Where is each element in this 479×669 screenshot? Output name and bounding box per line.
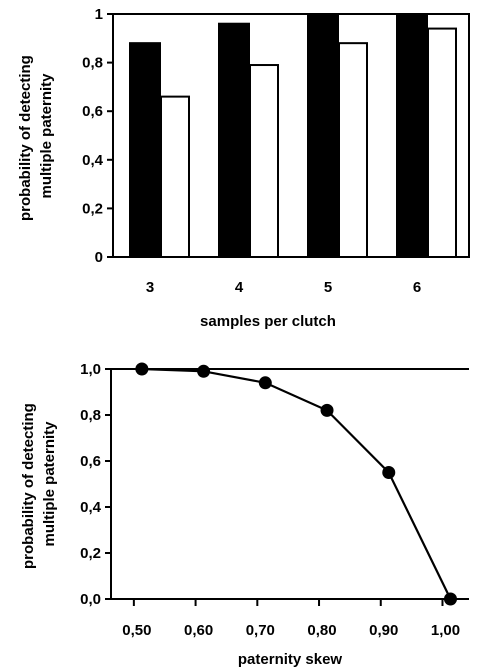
bar-y-tick-label: 0 [95, 249, 103, 266]
bar-mark [129, 42, 161, 258]
line-y-axis-title-line-1: probability of detecting [20, 403, 37, 569]
line-point [258, 376, 272, 390]
bar-mark [307, 13, 339, 258]
line-point [197, 364, 211, 378]
line-x-ticks: 0,50 0,60 0,70 0,80 0,90 1,00 [122, 599, 460, 639]
line-x-axis-title: paternity skew [238, 651, 343, 668]
bar-y-tick-label: 1 [95, 6, 103, 23]
line-chart: 0,0 0,2 0,4 0,6 0,8 1,0 0,50 0,60 0,70 0,80 0,90 1… [20, 361, 469, 668]
bar-mark [427, 27, 457, 258]
bar-marks [129, 13, 457, 259]
bar-mark [249, 64, 279, 258]
line-points [135, 362, 457, 606]
bar-y-axis-title-line-2: multiple paternity [38, 73, 55, 199]
bar-x-axis-title: samples per clutch [200, 313, 336, 330]
line-y-tick-label: 0,8 [80, 407, 101, 424]
bar-x-tick-label: 6 [413, 279, 421, 296]
bar-y-tick-label: 0,8 [82, 55, 103, 72]
line-axes [110, 368, 469, 600]
line-y-tick-label: 0,6 [80, 453, 101, 470]
line-x-tick-label: 0,70 [246, 622, 275, 639]
bar-y-tick-label: 0,2 [82, 200, 103, 217]
bar-mark [396, 13, 428, 258]
line-point [320, 403, 334, 417]
bar-y-axis-title-line-1: probability of detecting [17, 55, 34, 221]
bar-x-tick-label: 4 [235, 279, 244, 296]
bar-y-tick-label: 0,4 [82, 152, 104, 169]
line-point [443, 592, 457, 606]
line-x-tick-label: 1,00 [431, 622, 460, 639]
bar-chart: 0 0,2 0,4 0,6 0,8 1 3 4 5 6 samples per clutch p… [17, 6, 470, 330]
line-x-tick-label: 0,50 [122, 622, 151, 639]
line-point [135, 362, 149, 376]
bar-y-axis-title: probability of detecting multiple patern… [17, 51, 55, 221]
bar-plot-frame [112, 13, 470, 258]
line-y-tick-label: 0,0 [80, 591, 101, 608]
bar-x-ticks: 3 4 5 6 [146, 279, 421, 296]
line-point [382, 466, 396, 479]
line-y-tick-label: 0,4 [80, 499, 102, 516]
bar-mark [160, 95, 190, 259]
bar-mark [218, 22, 250, 258]
bar-x-tick-label: 5 [324, 279, 332, 296]
line-y-axis-title-line-2: multiple paternity [41, 421, 58, 547]
line-y-tick-label: 0,2 [80, 545, 101, 562]
bar-y-ticks: 0 0,2 0,4 0,6 0,8 1 [82, 6, 113, 266]
bar-y-tick-label: 0,6 [82, 103, 103, 120]
bar-mark [338, 42, 368, 258]
bar-x-tick-label: 3 [146, 279, 154, 296]
line-y-axis-title: probability of detecting multiple patern… [20, 399, 58, 569]
line-x-tick-label: 0,60 [184, 622, 213, 639]
line-y-tick-label: 1,0 [80, 361, 101, 378]
line-series [141, 367, 452, 600]
line-y-ticks: 0,0 0,2 0,4 0,6 0,8 1,0 [80, 361, 111, 608]
line-x-tick-label: 0,90 [369, 622, 398, 639]
line-x-tick-label: 0,80 [307, 622, 336, 639]
